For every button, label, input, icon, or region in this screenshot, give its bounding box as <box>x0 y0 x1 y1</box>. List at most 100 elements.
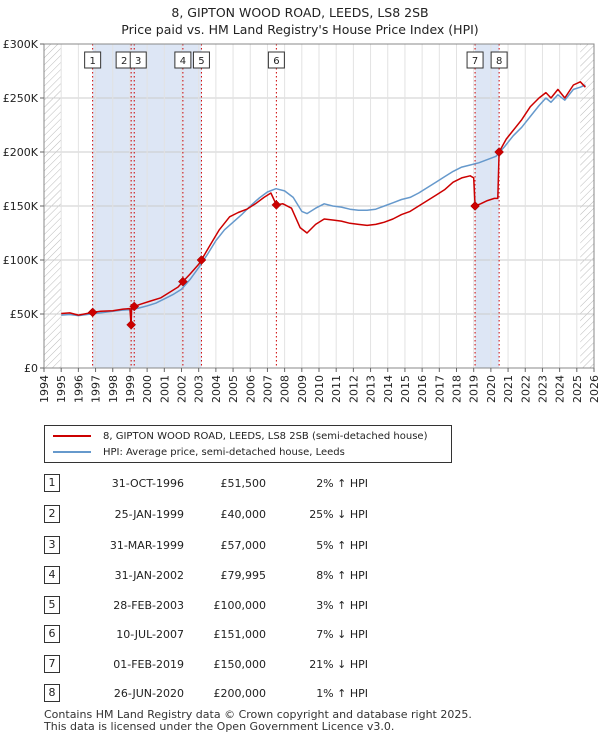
sale-price: £100,000 <box>213 599 267 612</box>
sale-hpi-change: 8% ↑ HPI <box>316 569 368 582</box>
sale-price: £40,000 <box>220 508 267 521</box>
x-tick-label: 2016 <box>416 375 429 403</box>
footer-copyright: Contains HM Land Registry data © Crown c… <box>44 708 472 721</box>
sale-date: 31-JAN-2002 <box>114 569 184 582</box>
x-tick-label: 2007 <box>261 375 274 403</box>
x-tick-label: 2005 <box>227 375 240 403</box>
x-tick-label: 2017 <box>433 375 446 403</box>
y-tick-label: £250K <box>3 92 39 105</box>
x-tick-label: 2011 <box>330 375 343 403</box>
x-tick-label: 2015 <box>399 375 412 403</box>
x-tick-label: 2004 <box>210 375 223 403</box>
legend-swatch-property <box>53 435 91 437</box>
chart-legend: 8, GIPTON WOOD ROAD, LEEDS, LS8 2SB (sem… <box>44 425 452 463</box>
x-tick-label: 2025 <box>571 375 584 403</box>
sale-date: 31-MAR-1999 <box>109 539 184 552</box>
sale-point <box>126 319 136 330</box>
x-tick-label: 1997 <box>90 375 103 403</box>
y-tick-label: £0 <box>24 362 38 375</box>
sale-number: 7 <box>44 655 60 673</box>
x-tick-label: 2022 <box>519 375 532 403</box>
sale-point <box>178 276 188 287</box>
sale-label-box <box>129 51 147 69</box>
x-tick-label: 2024 <box>554 375 567 403</box>
sale-price: £51,500 <box>220 477 267 490</box>
sale-row: 2 25-JAN-1999 £40,000 25% ↓ HPI <box>0 505 600 525</box>
sale-label-box <box>192 51 210 69</box>
x-tick-label: 2019 <box>468 375 481 403</box>
sale-price: £57,000 <box>220 539 267 552</box>
sale-date: 28-FEB-2003 <box>113 599 184 612</box>
sale-price: £79,995 <box>220 569 267 582</box>
x-tick-label: 2009 <box>296 375 309 403</box>
sale-hpi-change: 2% ↑ HPI <box>316 477 368 490</box>
sale-hpi-change: 5% ↑ HPI <box>316 539 368 552</box>
sale-row: 5 28-FEB-2003 £100,000 3% ↑ HPI <box>0 596 600 616</box>
sale-label-text: 1 <box>89 56 95 67</box>
sale-label-box <box>84 51 102 69</box>
sale-label-text: 4 <box>180 56 186 67</box>
sale-label-text: 6 <box>273 56 279 67</box>
sale-number: 5 <box>44 596 60 614</box>
x-tick-label: 2021 <box>502 375 515 403</box>
sale-price: £151,000 <box>213 628 267 641</box>
sale-label-box <box>466 51 484 69</box>
sale-number: 1 <box>44 474 60 492</box>
legend-item-property: 8, GIPTON WOOD ROAD, LEEDS, LS8 2SB (sem… <box>53 429 427 443</box>
sale-label-box <box>174 51 192 69</box>
sale-number: 6 <box>44 625 60 643</box>
y-tick-label: £100K <box>3 254 39 267</box>
sale-label-box <box>490 51 508 69</box>
legend-item-hpi: HPI: Average price, semi-detached house,… <box>53 445 345 459</box>
legend-swatch-hpi <box>53 451 91 453</box>
x-tick-label: 2026 <box>588 375 600 403</box>
footer-attribution: Contains HM Land Registry data © Crown c… <box>44 709 472 733</box>
sale-date: 10-JUL-2007 <box>116 628 184 641</box>
sale-price: £200,000 <box>213 687 267 700</box>
hpi-line <box>61 84 586 317</box>
y-tick-label: £200K <box>3 146 39 159</box>
sale-point <box>87 307 98 318</box>
x-tick-label: 1994 <box>38 375 51 403</box>
y-tick-label: £300K <box>3 38 39 51</box>
sale-row: 7 01-FEB-2019 £150,000 21% ↓ HPI <box>0 655 600 675</box>
sale-hpi-change: 21% ↓ HPI <box>309 658 368 671</box>
sale-label-box <box>267 51 285 69</box>
sale-price: £150,000 <box>213 658 267 671</box>
sale-number: 8 <box>44 684 60 702</box>
sale-label-text: 2 <box>121 56 127 67</box>
sale-number: 4 <box>44 566 60 584</box>
sale-row: 3 31-MAR-1999 £57,000 5% ↑ HPI <box>0 536 600 556</box>
sale-date: 01-FEB-2019 <box>113 658 184 671</box>
sale-row: 8 26-JUN-2020 £200,000 1% ↑ HPI <box>0 684 600 704</box>
sale-point <box>470 201 480 211</box>
x-tick-label: 1996 <box>72 375 85 403</box>
sale-label-text: 5 <box>198 56 204 67</box>
sale-hpi-change: 25% ↓ HPI <box>309 508 368 521</box>
x-tick-label: 1998 <box>107 375 120 403</box>
sale-hpi-change: 3% ↑ HPI <box>316 599 368 612</box>
sale-date: 31-OCT-1996 <box>111 477 184 490</box>
x-tick-label: 2000 <box>141 375 154 403</box>
x-tick-label: 2012 <box>347 375 360 403</box>
sale-point <box>196 255 207 265</box>
sale-label-text: 7 <box>472 56 478 67</box>
sale-point <box>271 200 282 210</box>
sale-row: 1 31-OCT-1996 £51,500 2% ↑ HPI <box>0 474 600 494</box>
sale-hpi-change: 1% ↑ HPI <box>316 687 368 700</box>
sale-number: 2 <box>44 505 60 523</box>
sale-date: 26-JUN-2020 <box>113 687 184 700</box>
x-tick-label: 2018 <box>451 375 464 403</box>
sale-label-text: 3 <box>135 56 141 67</box>
sale-point <box>129 301 140 312</box>
sale-date: 25-JAN-1999 <box>114 508 184 521</box>
sale-number: 3 <box>44 536 60 554</box>
y-tick-label: £50K <box>10 308 39 321</box>
x-tick-label: 2001 <box>158 375 171 403</box>
sale-label-text: 8 <box>496 56 502 67</box>
footer-licence: This data is licensed under the Open Gov… <box>44 720 395 733</box>
sale-row: 6 10-JUL-2007 £151,000 7% ↓ HPI <box>0 625 600 645</box>
chart-title: 8, GIPTON WOOD ROAD, LEEDS, LS8 2SB Pric… <box>0 4 600 38</box>
title-address: 8, GIPTON WOOD ROAD, LEEDS, LS8 2SB <box>171 5 429 20</box>
